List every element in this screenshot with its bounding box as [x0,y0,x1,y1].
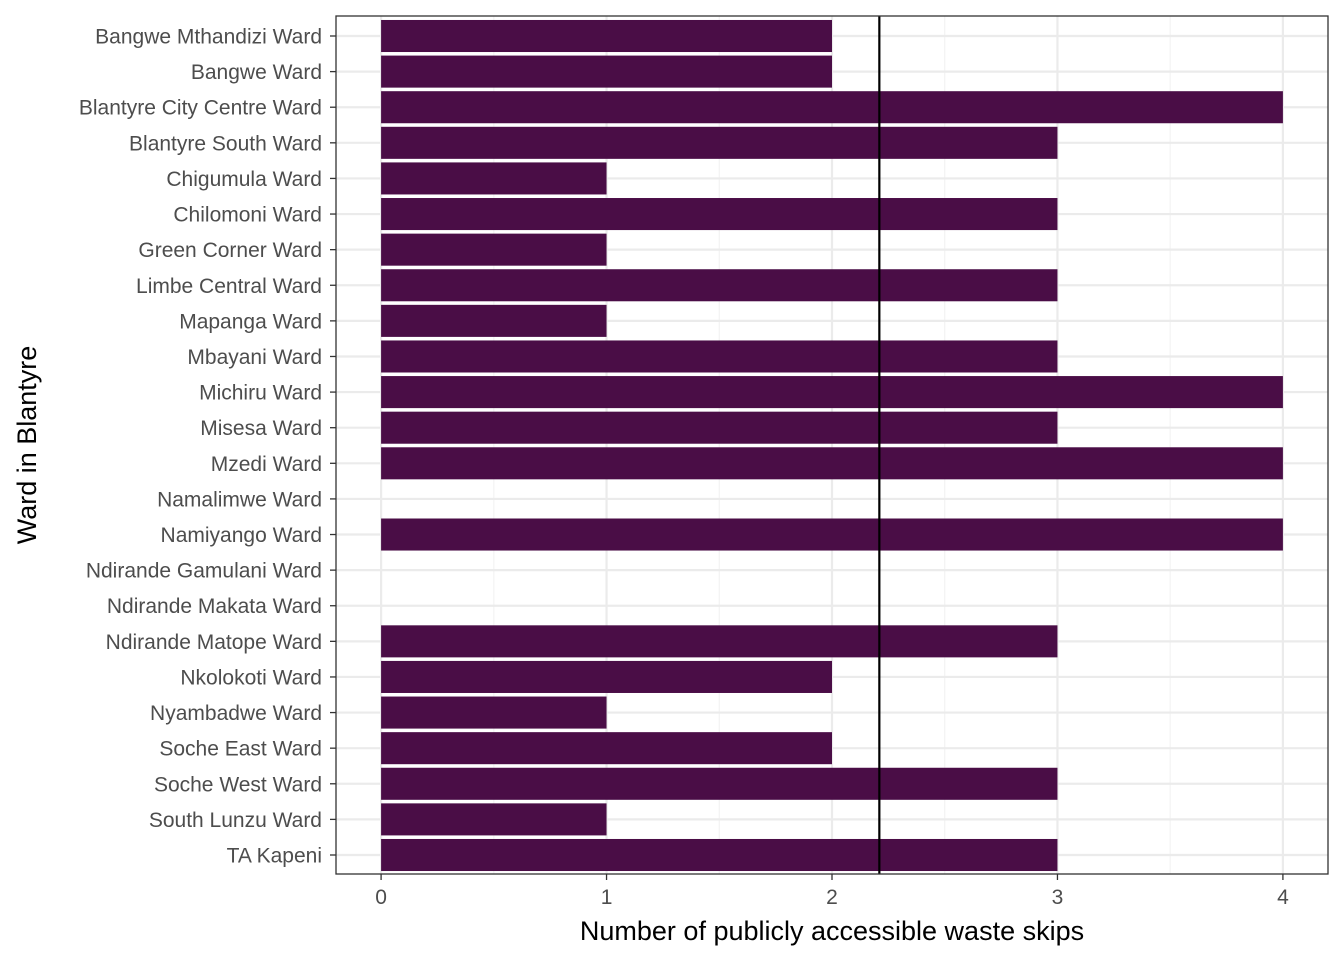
bar [381,269,1058,302]
y-tick-label: Soche East Ward [159,738,322,761]
y-axis: Bangwe Mthandizi Ward Bangwe Ward Blantyre… [79,26,336,868]
y-tick-label: Mapanga Ward [179,310,322,333]
y-tick-label: Mbayani Ward [187,346,322,369]
bar [381,732,832,765]
y-tick-label: Namiyango Ward [161,524,322,547]
bar [381,304,607,337]
x-axis: 0 1 2 3 4 [375,874,1289,909]
x-tick-label: 4 [1277,886,1289,909]
y-tick-label: Soche West Ward [154,773,322,796]
y-tick-label: Green Corner Ward [138,239,322,262]
bar [381,91,1283,124]
y-axis-title: Ward in Blantyre [12,346,42,545]
x-axis-title: Number of publicly accessible waste skip… [580,916,1084,946]
y-tick-label: Bangwe Ward [191,61,322,84]
y-tick-label: TA Kapeni [227,845,322,868]
bar [381,625,1058,658]
y-tick-label: South Lunzu Ward [149,809,322,832]
bar [381,55,832,88]
bar [381,411,1058,444]
bar [381,376,1283,409]
bar [381,447,1283,480]
bar [381,126,1058,159]
y-tick-label: Namalimwe Ward [157,488,322,511]
y-tick-label: Mzedi Ward [211,453,322,476]
bar [381,198,1058,231]
y-tick-label: Chilomoni Ward [173,204,322,227]
bar [381,340,1058,373]
y-tick-label: Ndirande Matope Ward [106,631,322,654]
y-tick-label: Blantyre South Ward [129,132,322,155]
bar [381,233,607,266]
y-tick-label: Chigumula Ward [166,168,322,191]
x-tick-label: 0 [375,886,387,909]
bar [381,162,607,195]
x-tick-label: 1 [601,886,613,909]
x-tick-label: 2 [826,886,838,909]
y-tick-label: Nyambadwe Ward [150,702,322,725]
y-tick-label: Ndirande Makata Ward [107,595,322,618]
bar [381,518,1283,551]
y-tick-label: Michiru Ward [199,382,322,405]
bar [381,696,607,729]
y-tick-label: Limbe Central Ward [136,275,322,298]
bar [381,803,607,836]
bar [381,767,1058,800]
y-tick-label: Nkolokoti Ward [180,666,322,689]
y-tick-label: Misesa Ward [200,417,322,440]
y-tick-label: Ndirande Gamulani Ward [86,560,322,583]
bars [381,19,1283,872]
bar [381,19,832,53]
bar [381,660,832,693]
x-tick-label: 3 [1052,886,1064,909]
y-tick-label: Bangwe Mthandizi Ward [95,26,322,49]
bar [381,838,1058,872]
y-tick-label: Blantyre City Centre Ward [79,97,322,120]
